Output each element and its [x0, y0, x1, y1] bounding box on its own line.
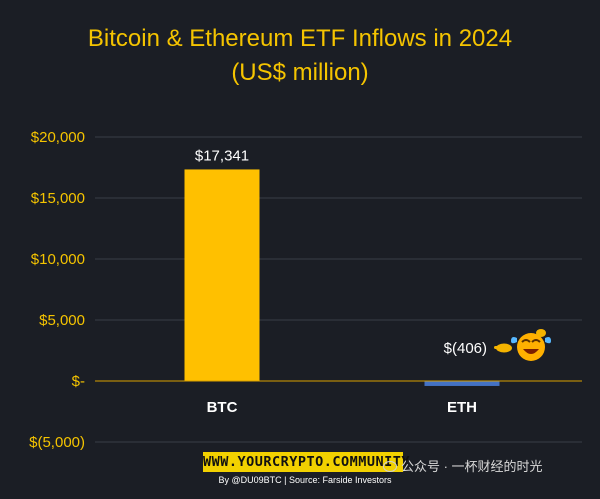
y-tick-label: $15,000 [31, 190, 85, 207]
data-label-btc: $17,341 [195, 147, 249, 164]
watermark-text: 公众号 · 一杯财经的时光 [401, 459, 543, 474]
chart-title-line2: (US$ million) [231, 59, 369, 86]
data-label-eth: $(406) [444, 340, 487, 357]
wechat-icon [383, 461, 397, 472]
chart-title-line1: Bitcoin & Ethereum ETF Inflows in 2024 [87, 25, 513, 52]
y-tick-label: $(5,000) [29, 434, 85, 451]
y-tick-label: $5,000 [39, 312, 85, 329]
watermark: 公众号 · 一杯财经的时光 [383, 456, 543, 475]
y-tick-label: $- [72, 373, 85, 390]
bar-eth [424, 381, 500, 386]
source-credit: By @DU09BTC | Source: Farside Investors [218, 475, 392, 485]
x-tick-label: ETH [447, 399, 477, 416]
website-banner: WWW.YOURCRYPTO.COMMUNITY [203, 452, 411, 472]
bar-btc [184, 169, 260, 381]
laughing-emoji-icon [494, 329, 551, 361]
y-tick-label: $20,000 [31, 129, 85, 146]
x-tick-label: BTC [207, 399, 238, 416]
y-tick-label: $10,000 [31, 251, 85, 268]
